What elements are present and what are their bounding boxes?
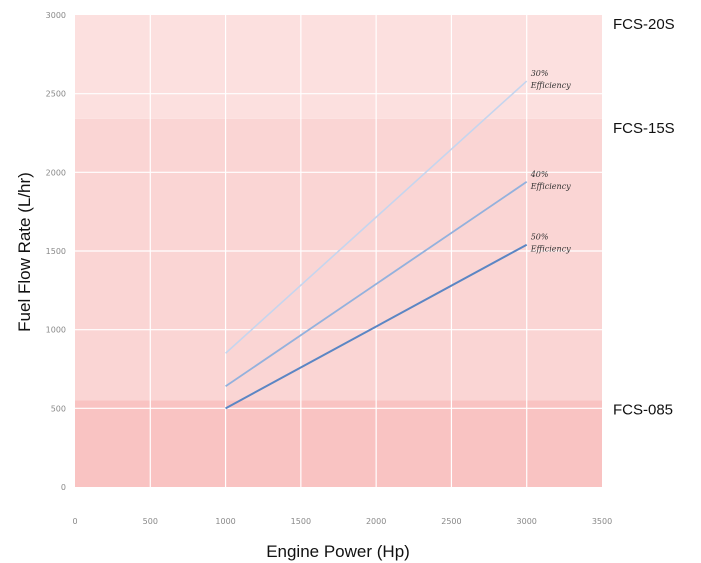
band-labels: FCS-085 FCS-15S FCS-20S [613, 16, 675, 418]
band-fcs-20s [75, 15, 602, 119]
y-tick-label: 1500 [46, 247, 66, 256]
x-tick-label: 3000 [517, 517, 537, 526]
series-line-50-efficiency [225, 243, 528, 410]
series-label-30-efficiency-line2: Efficiency [530, 81, 571, 90]
capacity-bands [75, 15, 602, 487]
x-tick-label: 3500 [592, 517, 612, 526]
series-line-40-efficiency [225, 181, 528, 388]
band-label-fcs-20s: FCS-20S [613, 16, 675, 33]
y-tick-label: 3000 [46, 11, 66, 20]
tick-labels: 0 500 1000 1500 2000 2500 3000 3500 0 500 1000 1500… [46, 11, 613, 526]
y-tick-label: 2000 [46, 168, 66, 177]
band-fcs-085 [75, 400, 602, 487]
x-tick-label: 2500 [441, 517, 461, 526]
series-line-30-efficiency [225, 80, 528, 354]
band-label-fcs-15s: FCS-15S [613, 120, 675, 137]
x-tick-label: 1500 [291, 517, 311, 526]
x-tick-label: 1000 [215, 517, 235, 526]
y-tick-label: 0 [61, 483, 66, 492]
efficiency-lines: 30% Efficiency 40% Efficiency 50% Efficiency [225, 69, 571, 410]
x-tick-label: 500 [143, 517, 158, 526]
series-label-40-efficiency-line2: Efficiency [530, 182, 571, 191]
y-axis-title: Fuel Flow Rate (L/hr) [15, 172, 34, 332]
x-tick-label: 2000 [366, 517, 386, 526]
y-tick-label: 500 [51, 404, 66, 413]
series-label-50-efficiency: 50% [531, 233, 549, 242]
band-fcs-15s [75, 118, 602, 401]
x-axis-title: Engine Power (Hp) [266, 542, 410, 561]
series-label-40-efficiency: 40% [530, 170, 549, 179]
series-label-30-efficiency: 30% [531, 69, 549, 78]
band-label-fcs-085: FCS-085 [613, 401, 673, 418]
y-tick-label: 1000 [46, 326, 66, 335]
x-tick-label: 0 [72, 517, 77, 526]
y-tick-label: 2500 [46, 90, 66, 99]
series-label-50-efficiency-line2: Efficiency [530, 245, 571, 254]
